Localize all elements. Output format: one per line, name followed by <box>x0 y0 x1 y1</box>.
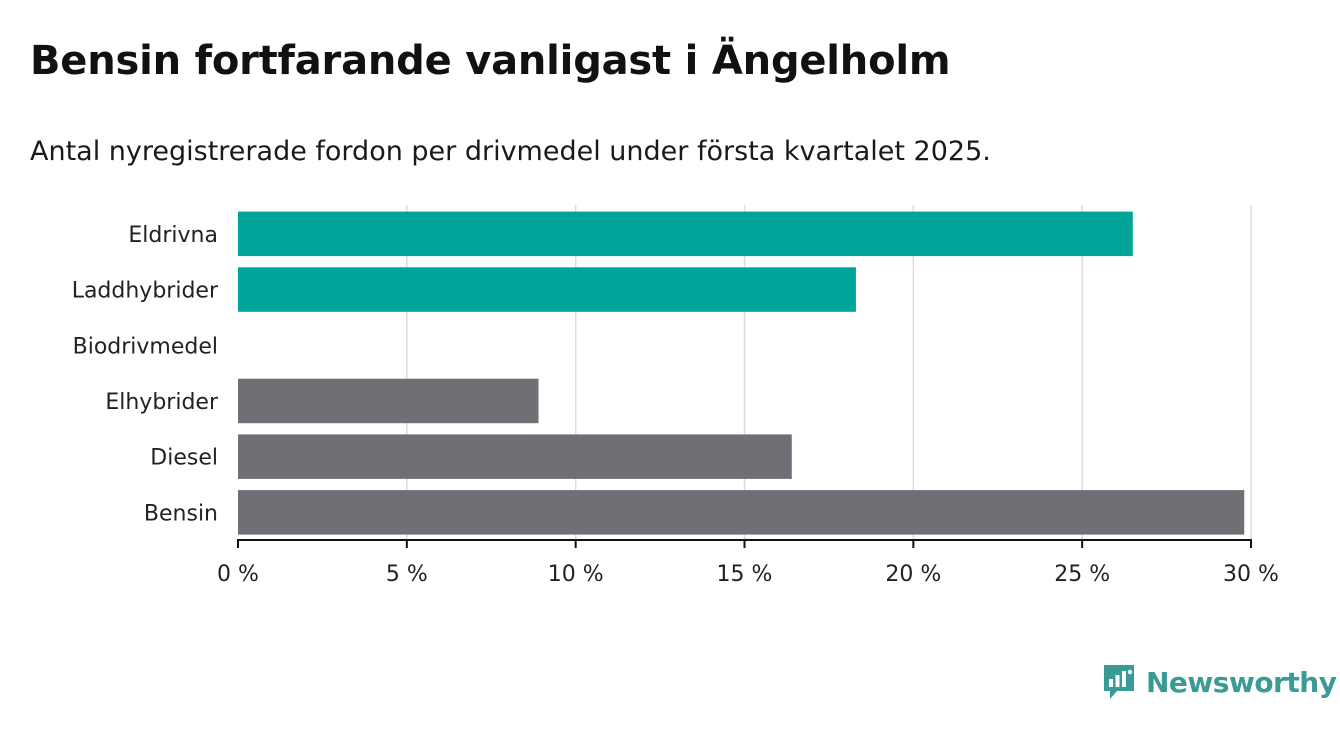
chart-title: Bensin fortfarande vanligast i Ängelholm <box>30 38 951 84</box>
bar-diesel <box>238 434 792 479</box>
bar-bensin <box>238 490 1245 535</box>
category-label: Laddhybrider <box>72 279 219 304</box>
chart-subtitle: Antal nyregistrerade fordon per drivmede… <box>30 136 991 167</box>
x-tick-label: 25 % <box>1054 562 1110 587</box>
x-tick-label: 0 % <box>217 562 259 587</box>
newsworthy-logo: Newsworthy <box>1102 662 1337 702</box>
bar-chart: 0 % 5 % 10 % 15 % 20 % 25 % 30 % Eldrivna Laddh… <box>72 205 1279 587</box>
x-tick-label: 20 % <box>885 562 941 587</box>
x-axis: 0 % 5 % 10 % 15 % 20 % 25 % 30 % <box>217 539 1279 587</box>
bar-laddhybrider <box>238 267 856 312</box>
bars <box>238 211 1245 535</box>
x-tick-label: 10 % <box>548 562 604 587</box>
grid-lines <box>406 205 1252 540</box>
category-label: Diesel <box>150 446 218 471</box>
category-label: Eldrivna <box>128 223 218 248</box>
bar-elhybrider <box>238 378 539 424</box>
category-label: Bensin <box>144 501 218 526</box>
category-label: Biodrivmedel <box>73 334 218 359</box>
category-labels: Eldrivna Laddhybrider Biodrivmedel Elhybrid… <box>72 223 219 526</box>
x-tick-label: 30 % <box>1223 562 1279 587</box>
x-tick-label: 5 % <box>386 562 428 587</box>
brand-name: Newsworthy <box>1146 665 1337 699</box>
category-label: Elhybrider <box>105 390 219 415</box>
bar-eldrivna <box>238 211 1133 257</box>
bar-chart-speech-bubble-icon <box>1104 665 1134 699</box>
x-tick-label: 15 % <box>717 562 773 587</box>
